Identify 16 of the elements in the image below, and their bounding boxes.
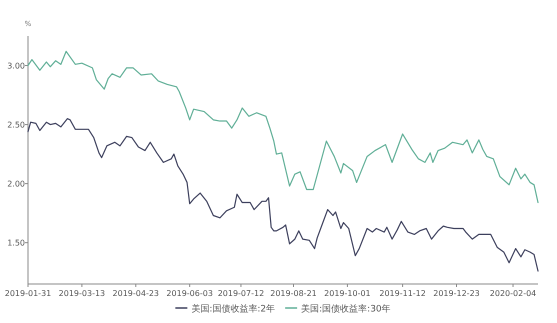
x-tick-label: 2019-12-23 xyxy=(433,289,480,298)
y-tick-label: 1.50 xyxy=(7,238,25,248)
x-tick-label: 2019-08-21 xyxy=(270,289,317,298)
x-tick-label: 2019-10-01 xyxy=(324,289,371,298)
y-tick-label: 2.50 xyxy=(7,120,25,130)
x-tick-label: 2019-06-03 xyxy=(166,289,213,298)
x-tick-label: 2019-07-12 xyxy=(218,289,264,298)
x-tick-label: 2020-02-04 xyxy=(490,289,536,298)
x-tick-label: 2019-03-13 xyxy=(58,289,106,298)
legend-label: 美国:国债收益率:30年 xyxy=(301,304,391,314)
y-tick-label: 2.00 xyxy=(7,180,25,189)
x-tick-label: 2019-04-23 xyxy=(112,289,160,298)
legend-label: 美国:国债收益率:2年 xyxy=(191,304,276,314)
x-tick-label: 2019-01-31 xyxy=(4,289,52,298)
y-tick-label: 3.00 xyxy=(7,62,25,71)
x-tick-label: 2019-11-12 xyxy=(379,289,426,298)
